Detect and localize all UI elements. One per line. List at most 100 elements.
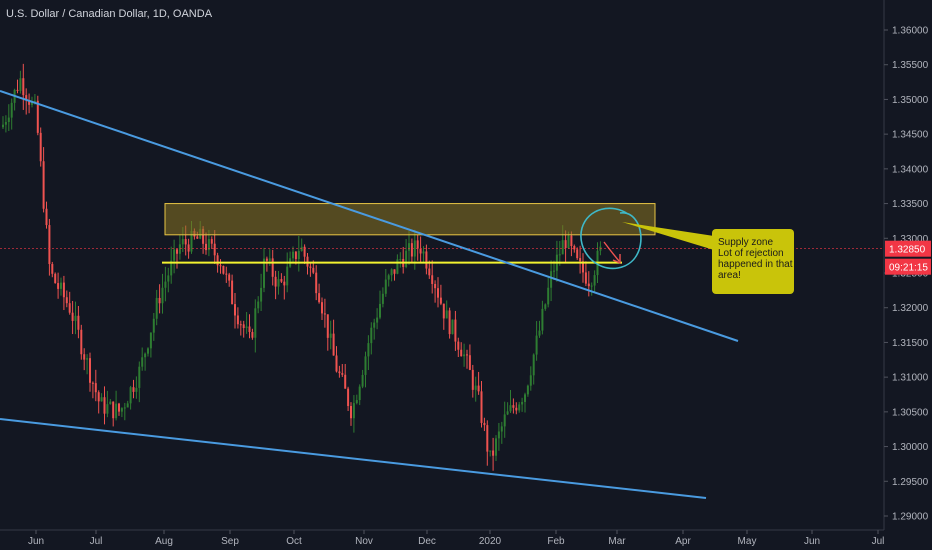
candle-body [152, 318, 155, 333]
candle-body [39, 132, 42, 162]
candle-body [437, 288, 439, 298]
candle-body [89, 358, 91, 383]
candle-body [2, 124, 4, 128]
candle-body [399, 258, 402, 260]
upper-trendline[interactable] [0, 90, 739, 342]
candle-body [236, 315, 239, 325]
candle-body [292, 251, 294, 259]
candle-body [222, 265, 225, 274]
candle-body [593, 275, 596, 286]
candle-body [118, 403, 120, 412]
candle-body [123, 407, 126, 409]
candle-body [535, 335, 538, 355]
candle-body [181, 239, 184, 245]
candle-body [158, 297, 161, 304]
candle-body [141, 357, 144, 367]
candle-body [526, 385, 529, 395]
candle-body [573, 246, 576, 250]
price-tick-label: 1.35500 [892, 60, 929, 71]
candle-body [544, 304, 547, 309]
candle-body [210, 239, 213, 244]
candle-body [553, 270, 555, 272]
candle-body [463, 354, 466, 357]
candle-body [587, 283, 590, 287]
time-tick-label: Feb [547, 536, 565, 547]
candle-body [280, 279, 283, 282]
candle-body [442, 303, 445, 319]
candle-body [518, 404, 521, 411]
price-tick-label: 1.29000 [892, 512, 929, 523]
price-tick-label: 1.31000 [892, 373, 929, 384]
lower-trendline[interactable] [0, 418, 707, 499]
candle-body [207, 239, 210, 251]
candle-body [480, 391, 483, 423]
candle-body [274, 276, 277, 287]
candle-body [582, 261, 584, 273]
candle-body [515, 407, 518, 411]
candle-body [315, 272, 318, 294]
candle-body [196, 236, 199, 239]
candle-body [497, 431, 500, 439]
candle-body [381, 293, 384, 304]
candle-body [466, 354, 468, 356]
candle-body [451, 319, 454, 335]
note-box[interactable] [712, 229, 794, 294]
candle-body [7, 117, 10, 123]
candle-body [570, 235, 573, 247]
candle-body [132, 387, 135, 392]
price-tick-label: 1.30000 [892, 442, 929, 453]
candle-body [225, 273, 228, 275]
price-tick-label: 1.35000 [892, 95, 929, 106]
candle-body [184, 239, 187, 245]
candle-body [248, 326, 251, 332]
down-arrow [603, 241, 620, 262]
candle-body [77, 315, 80, 330]
candle-body [268, 258, 271, 261]
candle-body [283, 281, 286, 286]
down-arrow-head [612, 254, 621, 265]
candle-body [62, 282, 65, 298]
candle-body [242, 324, 245, 329]
candle-body [48, 225, 51, 265]
candle-body [74, 315, 77, 321]
candle-body [16, 89, 19, 91]
time-tick-label: Jun [28, 536, 44, 547]
candle-body [22, 78, 25, 96]
candle-body [405, 250, 408, 267]
time-tick-label: Apr [675, 536, 691, 547]
candle-body [419, 248, 422, 254]
candle-body [439, 297, 442, 304]
candle-body [454, 319, 457, 342]
time-axis[interactable]: Jun Jul Aug Sep Oct Nov Dec 2020 Feb Mar Apr May Jun… [0, 529, 884, 547]
candle-body [579, 258, 582, 262]
candle-body [239, 324, 242, 326]
candle-body [445, 310, 448, 319]
candle-body [260, 287, 263, 302]
time-tick-label: Aug [155, 536, 173, 547]
candle-body [416, 240, 419, 249]
candle-body [576, 249, 579, 259]
highlight-circle[interactable] [580, 207, 642, 270]
candle-body [590, 285, 593, 287]
candle-body [477, 385, 480, 392]
candle-body [361, 374, 364, 387]
price-axis-bg [884, 0, 932, 550]
candle-body [45, 208, 48, 226]
candle-body [524, 394, 526, 402]
candle-body [271, 258, 274, 277]
price-tick-label: 1.30500 [892, 407, 929, 418]
candle-body [326, 314, 329, 338]
candle-body [100, 397, 103, 402]
price-axis[interactable]: 1.36000 1.35500 1.35000 1.34500 1.34000 1.335… [883, 0, 932, 550]
candle-body [564, 240, 567, 248]
candle-body [483, 422, 486, 426]
candle-body [468, 355, 471, 370]
candle-body [396, 259, 399, 274]
candle-body [126, 403, 129, 408]
candle-body [428, 268, 431, 276]
candle-body [335, 355, 338, 372]
candle-body [558, 254, 561, 256]
candle-body [51, 264, 54, 274]
